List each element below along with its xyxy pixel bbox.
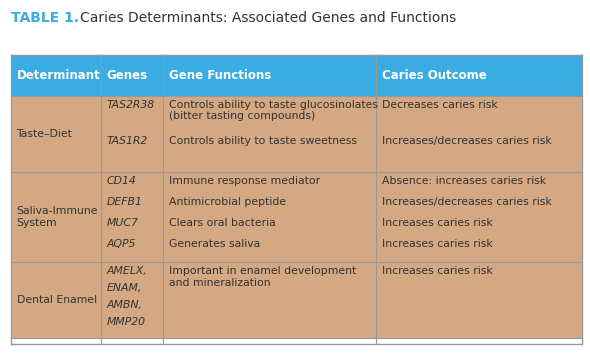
Text: AQP5: AQP5: [107, 239, 136, 249]
Text: DEFB1: DEFB1: [107, 197, 143, 207]
Text: Generates saliva: Generates saliva: [169, 239, 260, 249]
Text: Genes: Genes: [107, 69, 148, 82]
Text: Determinant: Determinant: [17, 69, 100, 82]
Text: ENAM,: ENAM,: [107, 283, 142, 293]
Text: CD14: CD14: [107, 176, 137, 186]
Text: Clears oral bacteria: Clears oral bacteria: [169, 218, 276, 228]
Text: MMP20: MMP20: [107, 317, 146, 327]
Text: Important in enamel development
and mineralization: Important in enamel development and mine…: [169, 266, 356, 288]
Text: MUC7: MUC7: [107, 218, 139, 228]
Text: Absence: increases caries risk: Absence: increases caries risk: [382, 176, 546, 186]
Text: Controls ability to taste glucosinolates
(bitter tasting compounds): Controls ability to taste glucosinolates…: [169, 100, 378, 121]
Text: Increases caries risk: Increases caries risk: [382, 266, 493, 276]
Text: Antimicrobial peptide: Antimicrobial peptide: [169, 197, 286, 207]
Text: AMELX,: AMELX,: [107, 266, 148, 276]
Text: Increases/decreases caries risk: Increases/decreases caries risk: [382, 197, 552, 207]
Text: Dental Enamel: Dental Enamel: [17, 295, 97, 305]
Text: Increases caries risk: Increases caries risk: [382, 218, 493, 228]
Text: Controls ability to taste sweetness: Controls ability to taste sweetness: [169, 136, 356, 145]
Text: Decreases caries risk: Decreases caries risk: [382, 100, 497, 110]
Text: TABLE 1.: TABLE 1.: [11, 11, 84, 25]
Text: TAS1R2: TAS1R2: [107, 136, 148, 145]
Text: Taste–Diet: Taste–Diet: [17, 129, 73, 139]
Text: Immune response mediator: Immune response mediator: [169, 176, 320, 186]
Text: AMBN,: AMBN,: [107, 300, 143, 310]
Text: Increases/decreases caries risk: Increases/decreases caries risk: [382, 136, 552, 145]
Text: Caries Outcome: Caries Outcome: [382, 69, 487, 82]
Text: TAS2R38: TAS2R38: [107, 100, 155, 110]
Text: Increases caries risk: Increases caries risk: [382, 239, 493, 249]
Text: Gene Functions: Gene Functions: [169, 69, 271, 82]
Text: Saliva-Immune
System: Saliva-Immune System: [17, 206, 98, 228]
Text: Caries Determinants: Associated Genes and Functions: Caries Determinants: Associated Genes an…: [80, 11, 457, 25]
